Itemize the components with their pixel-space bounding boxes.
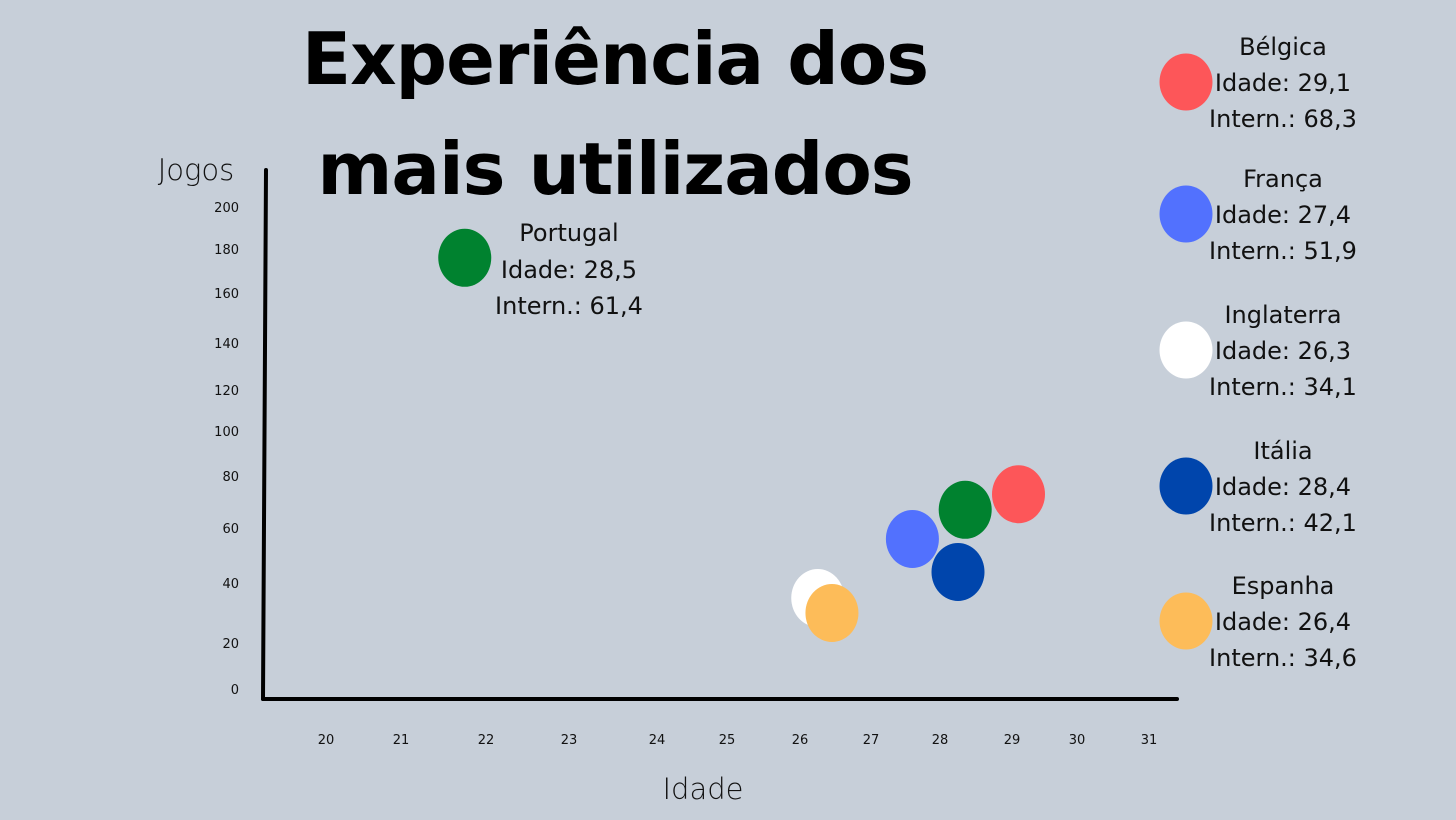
- y-tick-label: 20: [222, 637, 239, 652]
- y-axis-label: Jogos: [158, 153, 235, 187]
- legend-age: Idade: 26,4: [1215, 608, 1351, 636]
- callout-name: Portugal: [519, 219, 618, 247]
- y-tick-label: 0: [231, 683, 239, 698]
- legend-age: Idade: 29,1: [1215, 69, 1351, 97]
- legend-intern: Intern.: 68,3: [1209, 105, 1357, 133]
- title-line-2: mais utilizados: [317, 127, 913, 211]
- x-tick-label: 21: [393, 733, 410, 748]
- x-tick-label: 25: [719, 733, 736, 748]
- data-point: [885, 510, 939, 568]
- data-point: [992, 465, 1045, 524]
- y-tick-label: 180: [214, 243, 239, 258]
- y-tick-label: 160: [214, 287, 239, 302]
- x-tick-label: 28: [932, 733, 949, 748]
- data-point: [931, 543, 985, 601]
- x-tick-label: 31: [1141, 733, 1158, 748]
- legend-age: Idade: 26,3: [1215, 337, 1351, 365]
- x-tick-label: 24: [649, 733, 666, 748]
- legend-name: Bélgica: [1239, 33, 1327, 61]
- legend-intern: Intern.: 51,9: [1209, 237, 1357, 265]
- x-tick-label: 22: [478, 733, 495, 748]
- legend-name: França: [1243, 165, 1323, 193]
- callout-intern: Intern.: 61,4: [495, 292, 643, 320]
- x-tick-label: 20: [318, 733, 335, 748]
- legend-swatch: [1159, 53, 1213, 111]
- legend-swatch: [1159, 457, 1213, 515]
- legend-age: Idade: 27,4: [1215, 201, 1351, 229]
- x-tick-label: 29: [1004, 733, 1021, 748]
- legend-name: Itália: [1253, 437, 1312, 465]
- legend-swatch: [1159, 592, 1213, 650]
- legend-swatch: [1159, 185, 1213, 243]
- y-tick-label: 40: [222, 577, 239, 592]
- chart-title: Experiência dos mais utilizados: [250, 4, 980, 224]
- x-tick-label: 26: [792, 733, 809, 748]
- x-tick-label: 30: [1069, 733, 1086, 748]
- data-point: [938, 480, 992, 539]
- legend-name: Espanha: [1232, 572, 1335, 600]
- y-tick-label: 120: [214, 384, 239, 399]
- callout-age: Idade: 28,5: [501, 256, 637, 284]
- y-tick-label: 60: [222, 522, 239, 537]
- legend-name: Inglaterra: [1224, 301, 1341, 329]
- x-axis-label: Idade: [663, 772, 744, 806]
- legend-age: Idade: 28,4: [1215, 473, 1351, 501]
- legend-intern: Intern.: 34,1: [1209, 373, 1357, 401]
- callout-marker: [438, 228, 492, 287]
- legend-intern: Intern.: 42,1: [1209, 509, 1357, 537]
- y-tick-label: 100: [214, 425, 239, 440]
- title-line-1: Experiência dos: [301, 17, 929, 101]
- x-tick-label: 27: [863, 733, 880, 748]
- y-tick-label: 140: [214, 337, 239, 352]
- y-tick-label: 200: [214, 201, 239, 216]
- y-axis-line: [261, 168, 268, 701]
- y-tick-label: 80: [222, 470, 239, 485]
- x-tick-label: 23: [561, 733, 578, 748]
- legend-swatch: [1159, 321, 1213, 379]
- legend-intern: Intern.: 34,6: [1209, 644, 1357, 672]
- data-point: [805, 584, 859, 642]
